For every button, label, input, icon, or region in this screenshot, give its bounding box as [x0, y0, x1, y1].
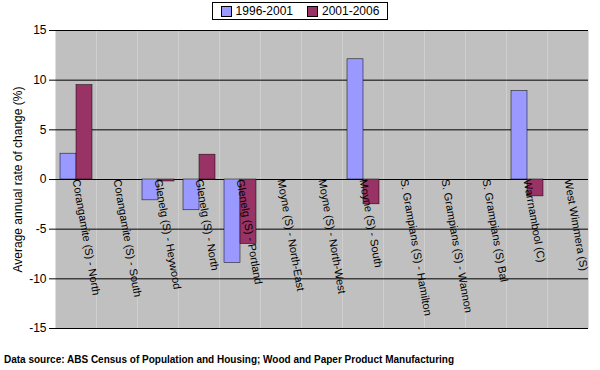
html-text:1996-2001: 1996-2001 [235, 4, 293, 18]
svg-text:Corangamite (S) - South: Corangamite (S) - South [112, 178, 145, 297]
svg-text:Warrnambool (C): Warrnambool (C) [522, 178, 548, 263]
svg-text:S. Grampians (S) Bal: S. Grampians (S) Bal [481, 178, 511, 282]
svg-text:Moyne (S) - North-West: Moyne (S) - North-West [317, 178, 349, 294]
svg-text:S. Grampians (S) - Wannon: S. Grampians (S) - Wannon [440, 178, 475, 313]
svg-text:10: 10 [33, 73, 47, 87]
svg-text:Moyne (S) - South: Moyne (S) - South [358, 178, 385, 268]
svg-text:Moyne (S) - North-East: Moyne (S) - North-East [276, 178, 307, 291]
svg-text:Corangamite (S) - North: Corangamite (S) - North [71, 178, 103, 296]
svg-text:15: 15 [33, 23, 47, 37]
svg-text:Average annual rate of change: Average annual rate of change (%) [11, 87, 25, 273]
svg-text:-5: -5 [36, 222, 47, 236]
svg-text:0: 0 [40, 172, 47, 186]
svg-text:West Wimmera (S): West Wimmera (S) [563, 178, 591, 271]
svg-text:Glenelg (S) - Portland: Glenelg (S) - Portland [235, 178, 265, 285]
svg-text:Glenelg (S) - Heywood: Glenelg (S) - Heywood [153, 178, 184, 290]
svg-text:S. Grampians (S) - Hamilton: S. Grampians (S) - Hamilton [399, 178, 435, 316]
html-text:Data source: ABS Census of Pop: Data source: ABS Census of Population an… [4, 354, 454, 365]
svg-text:-15: -15 [29, 321, 47, 335]
svg-text:5: 5 [40, 123, 47, 137]
svg-text:-10: -10 [29, 272, 47, 286]
svg-text:Glenelg (S) - North: Glenelg (S) - North [194, 178, 222, 271]
html-text:2001-2006: 2001-2006 [322, 4, 380, 18]
